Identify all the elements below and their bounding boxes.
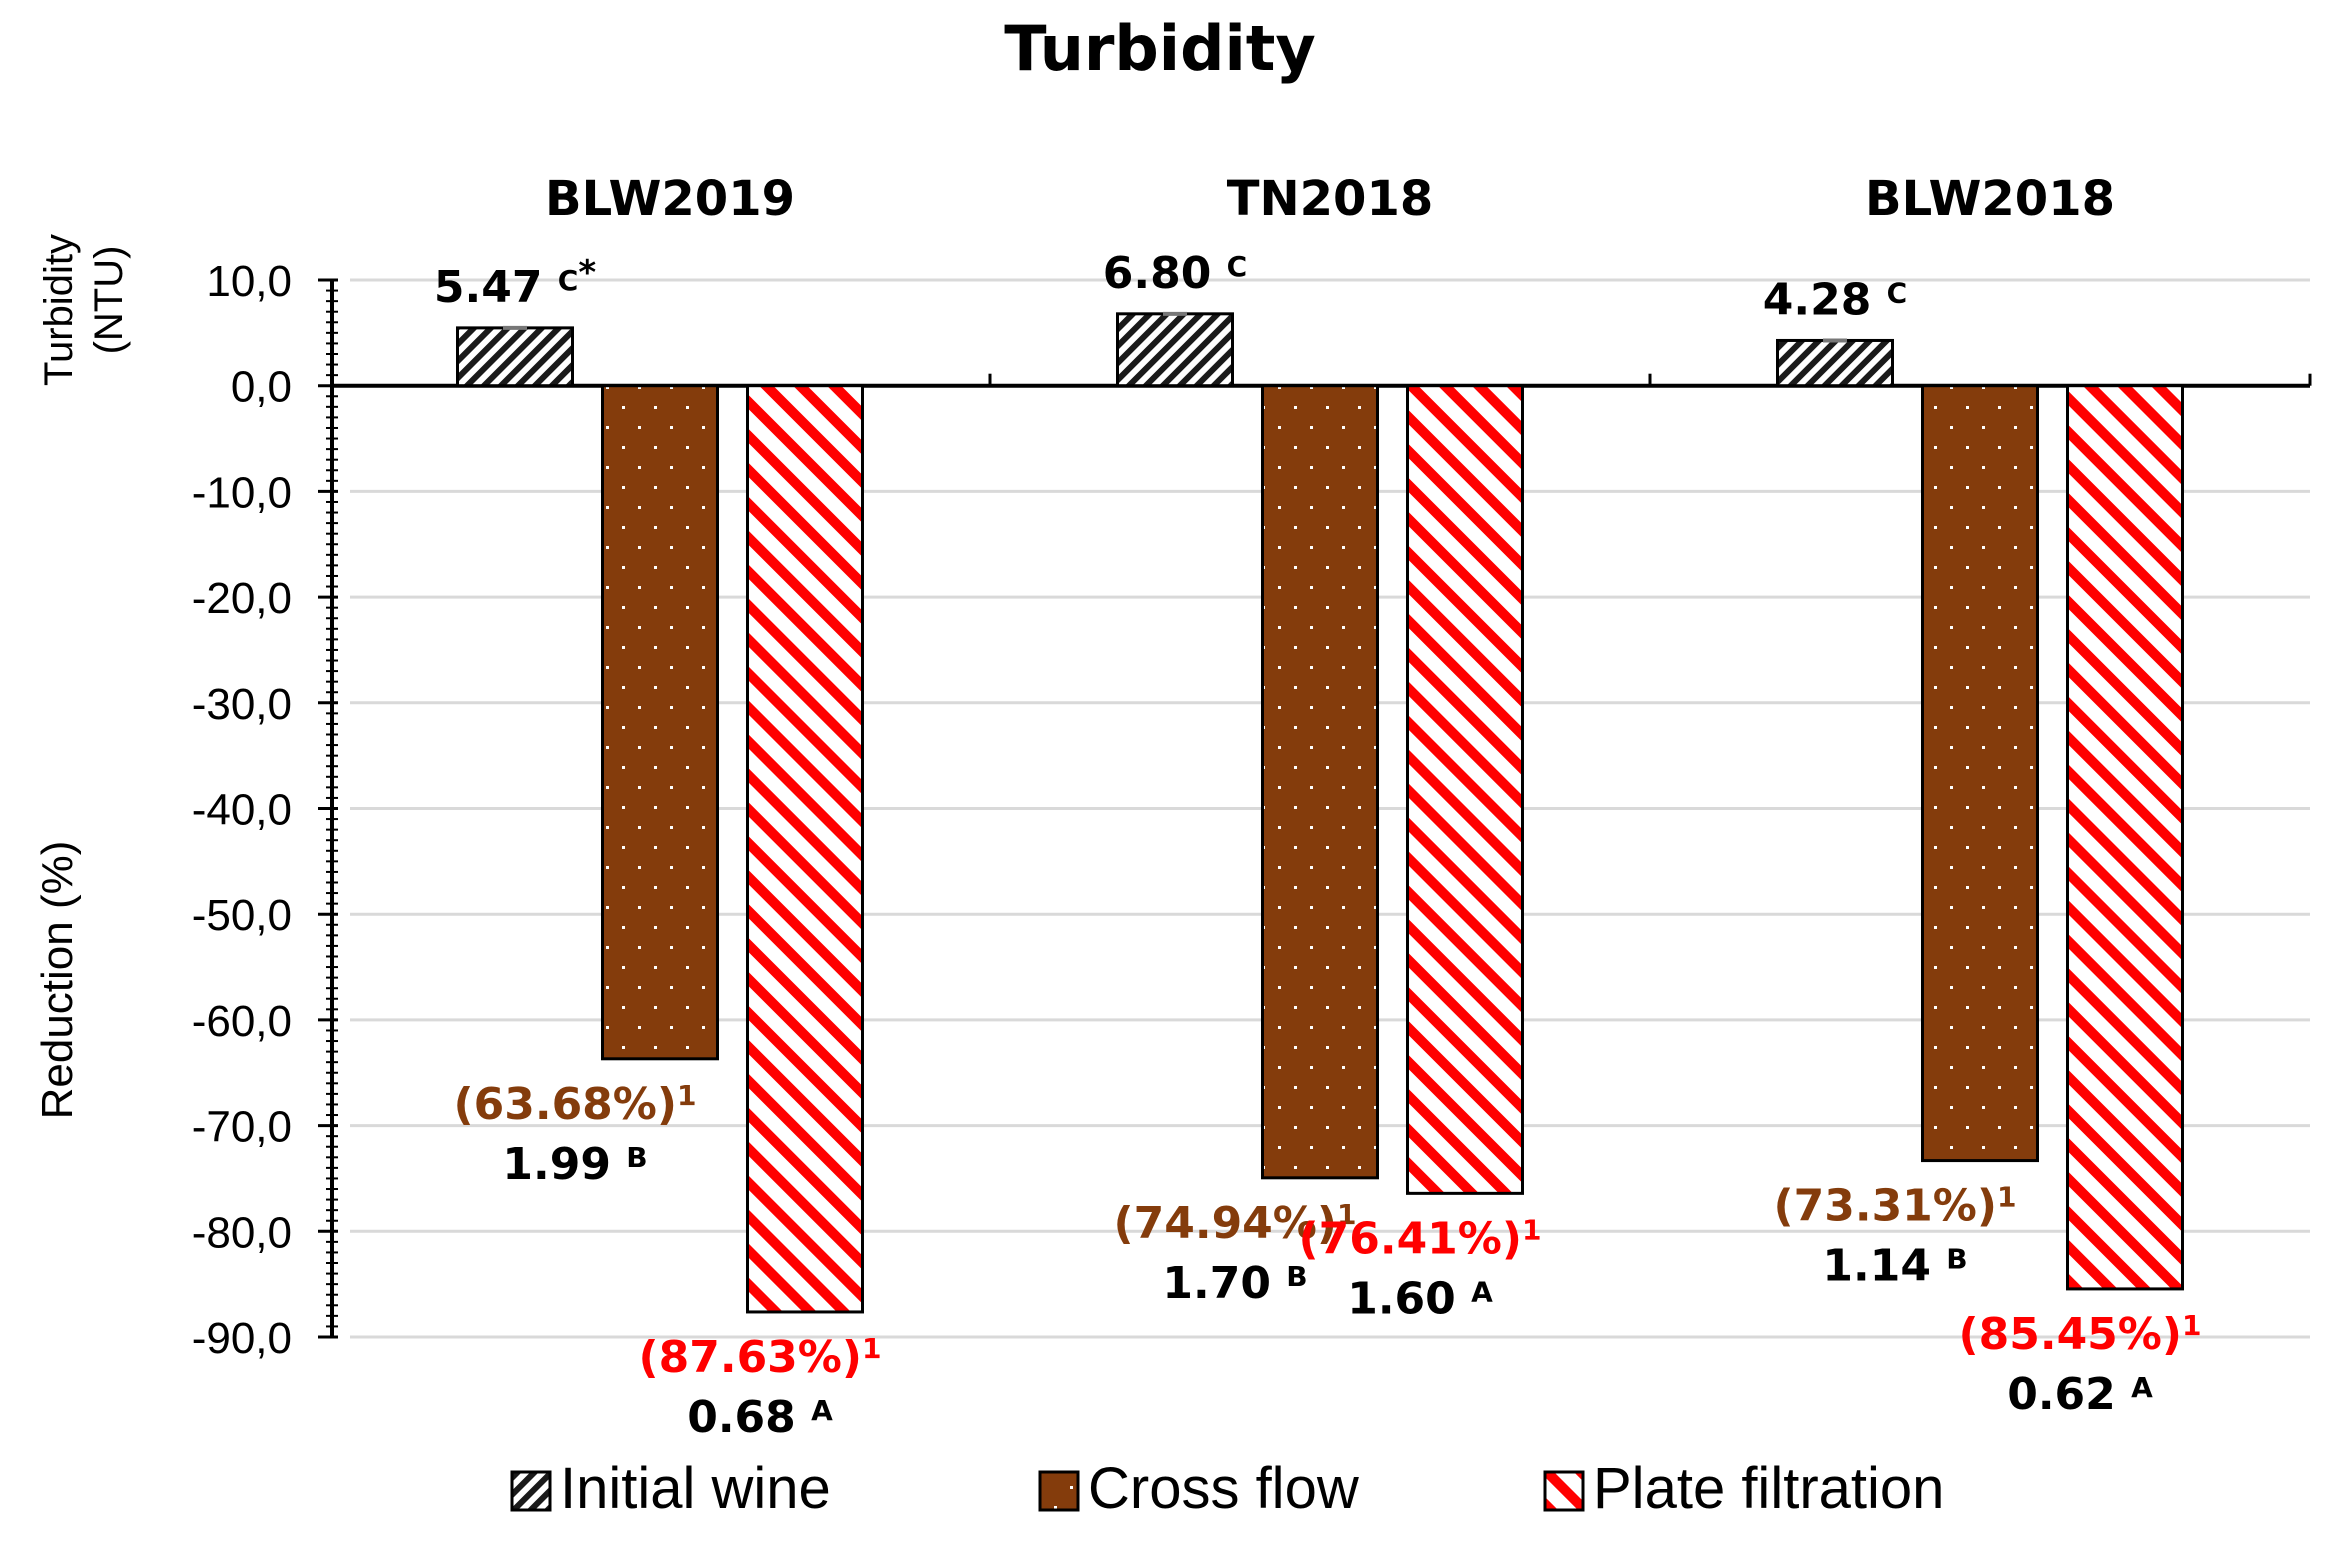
bar-cross-flow	[1261, 384, 1379, 1180]
plate-filtration-value-label: 0.62 A	[2007, 1369, 2153, 1420]
legend-label: Cross flow	[1088, 1456, 1360, 1521]
bars	[456, 311, 2184, 1314]
y-tick-label: 10,0	[206, 257, 292, 306]
plate-filtration-percent-label: (87.63%)1	[639, 1332, 882, 1383]
y-tick-label: -20,0	[192, 574, 292, 623]
y-tick-label: -90,0	[192, 1314, 292, 1363]
bar-cross-flow	[601, 384, 719, 1061]
plate-filtration-value-label: 0.68 A	[687, 1392, 833, 1443]
legend-swatch	[1038, 1470, 1080, 1512]
y-tick-label: -70,0	[192, 1103, 292, 1152]
bar-initial-wine	[1776, 338, 1894, 388]
cross-flow-percent-label: (63.68%)1	[454, 1079, 697, 1130]
y-tick-label: -40,0	[192, 786, 292, 835]
y-tick-label: -80,0	[192, 1208, 292, 1257]
legend-label: Initial wine	[560, 1456, 831, 1521]
legend-swatch	[1543, 1470, 1585, 1512]
bar-plate-filtration	[746, 384, 864, 1314]
y-tick-label: 0,0	[231, 363, 292, 412]
category-label: TN2018	[1227, 171, 1434, 227]
plate-filtration-percent-label: (85.45%)1	[1959, 1309, 2202, 1360]
y-axis-label-turbidity: Turbidity	[37, 234, 81, 386]
legend: Initial wine Cross flow Plate filtration	[510, 1456, 1944, 1521]
cross-flow-percent-label: (73.31%)1	[1774, 1181, 2017, 1232]
plate-filtration-percent-label: (76.41%)1	[1299, 1213, 1542, 1264]
cross-flow-value-label: 1.14 B	[1822, 1241, 1967, 1292]
cross-flow-value-label: 1.70 B	[1162, 1258, 1307, 1309]
y-tick-label: -30,0	[192, 680, 292, 729]
chart-title: Turbidity	[1004, 12, 1316, 85]
x-axis	[330, 373, 2312, 388]
legend-initial-wine: Initial wine	[510, 1456, 831, 1521]
cross-flow-value-label: 1.99 B	[502, 1139, 647, 1190]
bar-initial-wine	[1116, 312, 1234, 388]
initial-wine-value-label: 6.80 C	[1103, 248, 1247, 299]
cross-flow-percent-label: (74.94%)1	[1114, 1198, 1357, 1249]
y-tick-label: -60,0	[192, 997, 292, 1046]
bar-plate-filtration	[2066, 384, 2184, 1291]
y-tick-label: -50,0	[192, 891, 292, 940]
bar-plate-filtration	[1406, 384, 1524, 1195]
y-axis-label-ntu: (NTU)	[87, 246, 131, 355]
initial-wine-value-label: 5.47 C*	[434, 253, 596, 313]
legend-swatch	[510, 1470, 552, 1512]
data-labels: 5.47 C* 6.80 C 4.28 C (63.68%)1 1.99 B (74.94…	[434, 248, 2202, 1443]
initial-wine-value-label: 4.28 C	[1763, 274, 1907, 325]
y-axis: 10,0 0,0 -10,0 -20,0 -30,0 -40,0 -50,0 -60,0 -70…	[192, 257, 338, 1363]
category-labels: BLW2019 TN2018 BLW2018	[545, 171, 2115, 227]
bar-initial-wine	[456, 326, 574, 388]
legend-cross-flow: Cross flow	[1038, 1456, 1360, 1521]
y-tick-label: -10,0	[192, 468, 292, 517]
bar-cross-flow	[1921, 384, 2039, 1163]
y-axis-label-reduction: Reduction (%)	[33, 841, 82, 1120]
category-label: BLW2019	[545, 171, 795, 227]
plate-filtration-value-label: 1.60 A	[1347, 1273, 1493, 1324]
legend-plate-filtration: Plate filtration	[1543, 1456, 1944, 1521]
legend-label: Plate filtration	[1593, 1456, 1944, 1521]
category-label: BLW2018	[1865, 171, 2115, 227]
